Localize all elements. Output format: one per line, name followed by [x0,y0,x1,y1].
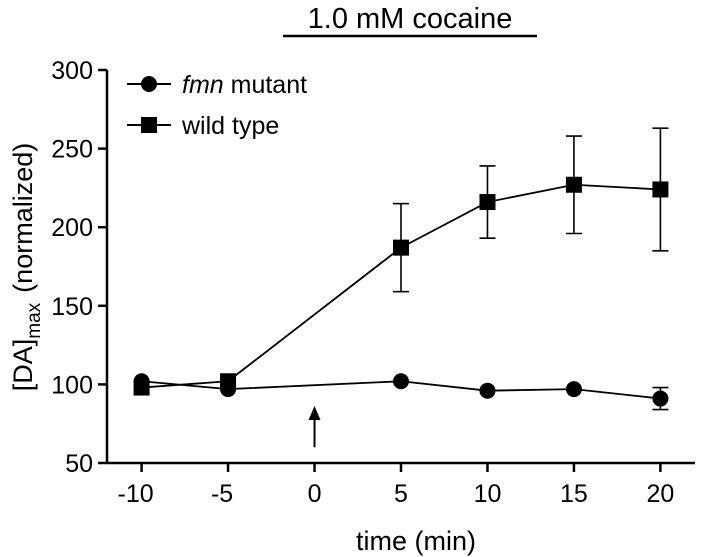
data-point-square [652,181,669,198]
data-point-square [220,373,237,390]
y-tick-label: 150 [51,293,93,321]
y-tick-label: 100 [51,371,93,399]
data-point-square [479,194,496,211]
legend-label-fmn-italic: fmn [182,71,224,99]
data-point-square [565,176,582,193]
legend-label-wild-type: wild type [181,112,279,140]
y-axis-title-main: [DA] [8,339,38,392]
legend-label-fmn-mutant: fmn mutant [182,71,307,99]
x-tick-label: 0 [308,480,322,508]
legend-marker-fmn-mutant [141,76,157,92]
y-tick-label: 300 [51,57,93,85]
x-tick-label: 10 [474,480,502,508]
legend-marker-wild-type [141,117,157,133]
series-layer [133,127,669,411]
y-ticks: 50 100 150 200 250 300 [51,57,107,478]
data-point-circle [565,381,582,398]
y-axis-title-subscript: max [24,302,45,338]
legend-label-fmn-rest: mutant [224,71,307,99]
series-line [141,380,661,400]
arrow-annotation [308,405,321,448]
chart-title: 1.0 mM cocaine [308,3,513,35]
legend-entry-fmn-mutant: fmn mutant [127,71,307,99]
y-axis-title-suffix: (normalized) [8,143,38,293]
series-1 [133,127,669,396]
x-tick-label: 5 [394,480,408,508]
y-axis-title: [DA]max (normalized) [8,143,45,391]
x-tick-label: 15 [560,480,588,508]
legend: fmn mutant wild type [127,71,307,140]
data-point-square [393,239,409,256]
legend-entry-wild-type: wild type [127,112,279,140]
y-tick-label: 250 [51,136,93,164]
x-axis-title: time (min) [356,526,476,556]
data-point-circle [652,390,669,407]
y-tick-label: 200 [51,214,93,242]
x-tick-label: 20 [647,480,675,508]
y-tick-label: 50 [65,450,93,478]
series-line [141,183,661,389]
annotation-layer [308,405,321,448]
x-tick-label: -10 [118,480,154,508]
series-0 [133,373,669,411]
data-point-circle [479,382,496,399]
x-tick-label: -5 [211,480,233,508]
data-point-circle [393,373,409,390]
data-point-square [133,379,150,396]
x-ticks: -10 -5 0 5 10 15 20 [118,463,675,508]
